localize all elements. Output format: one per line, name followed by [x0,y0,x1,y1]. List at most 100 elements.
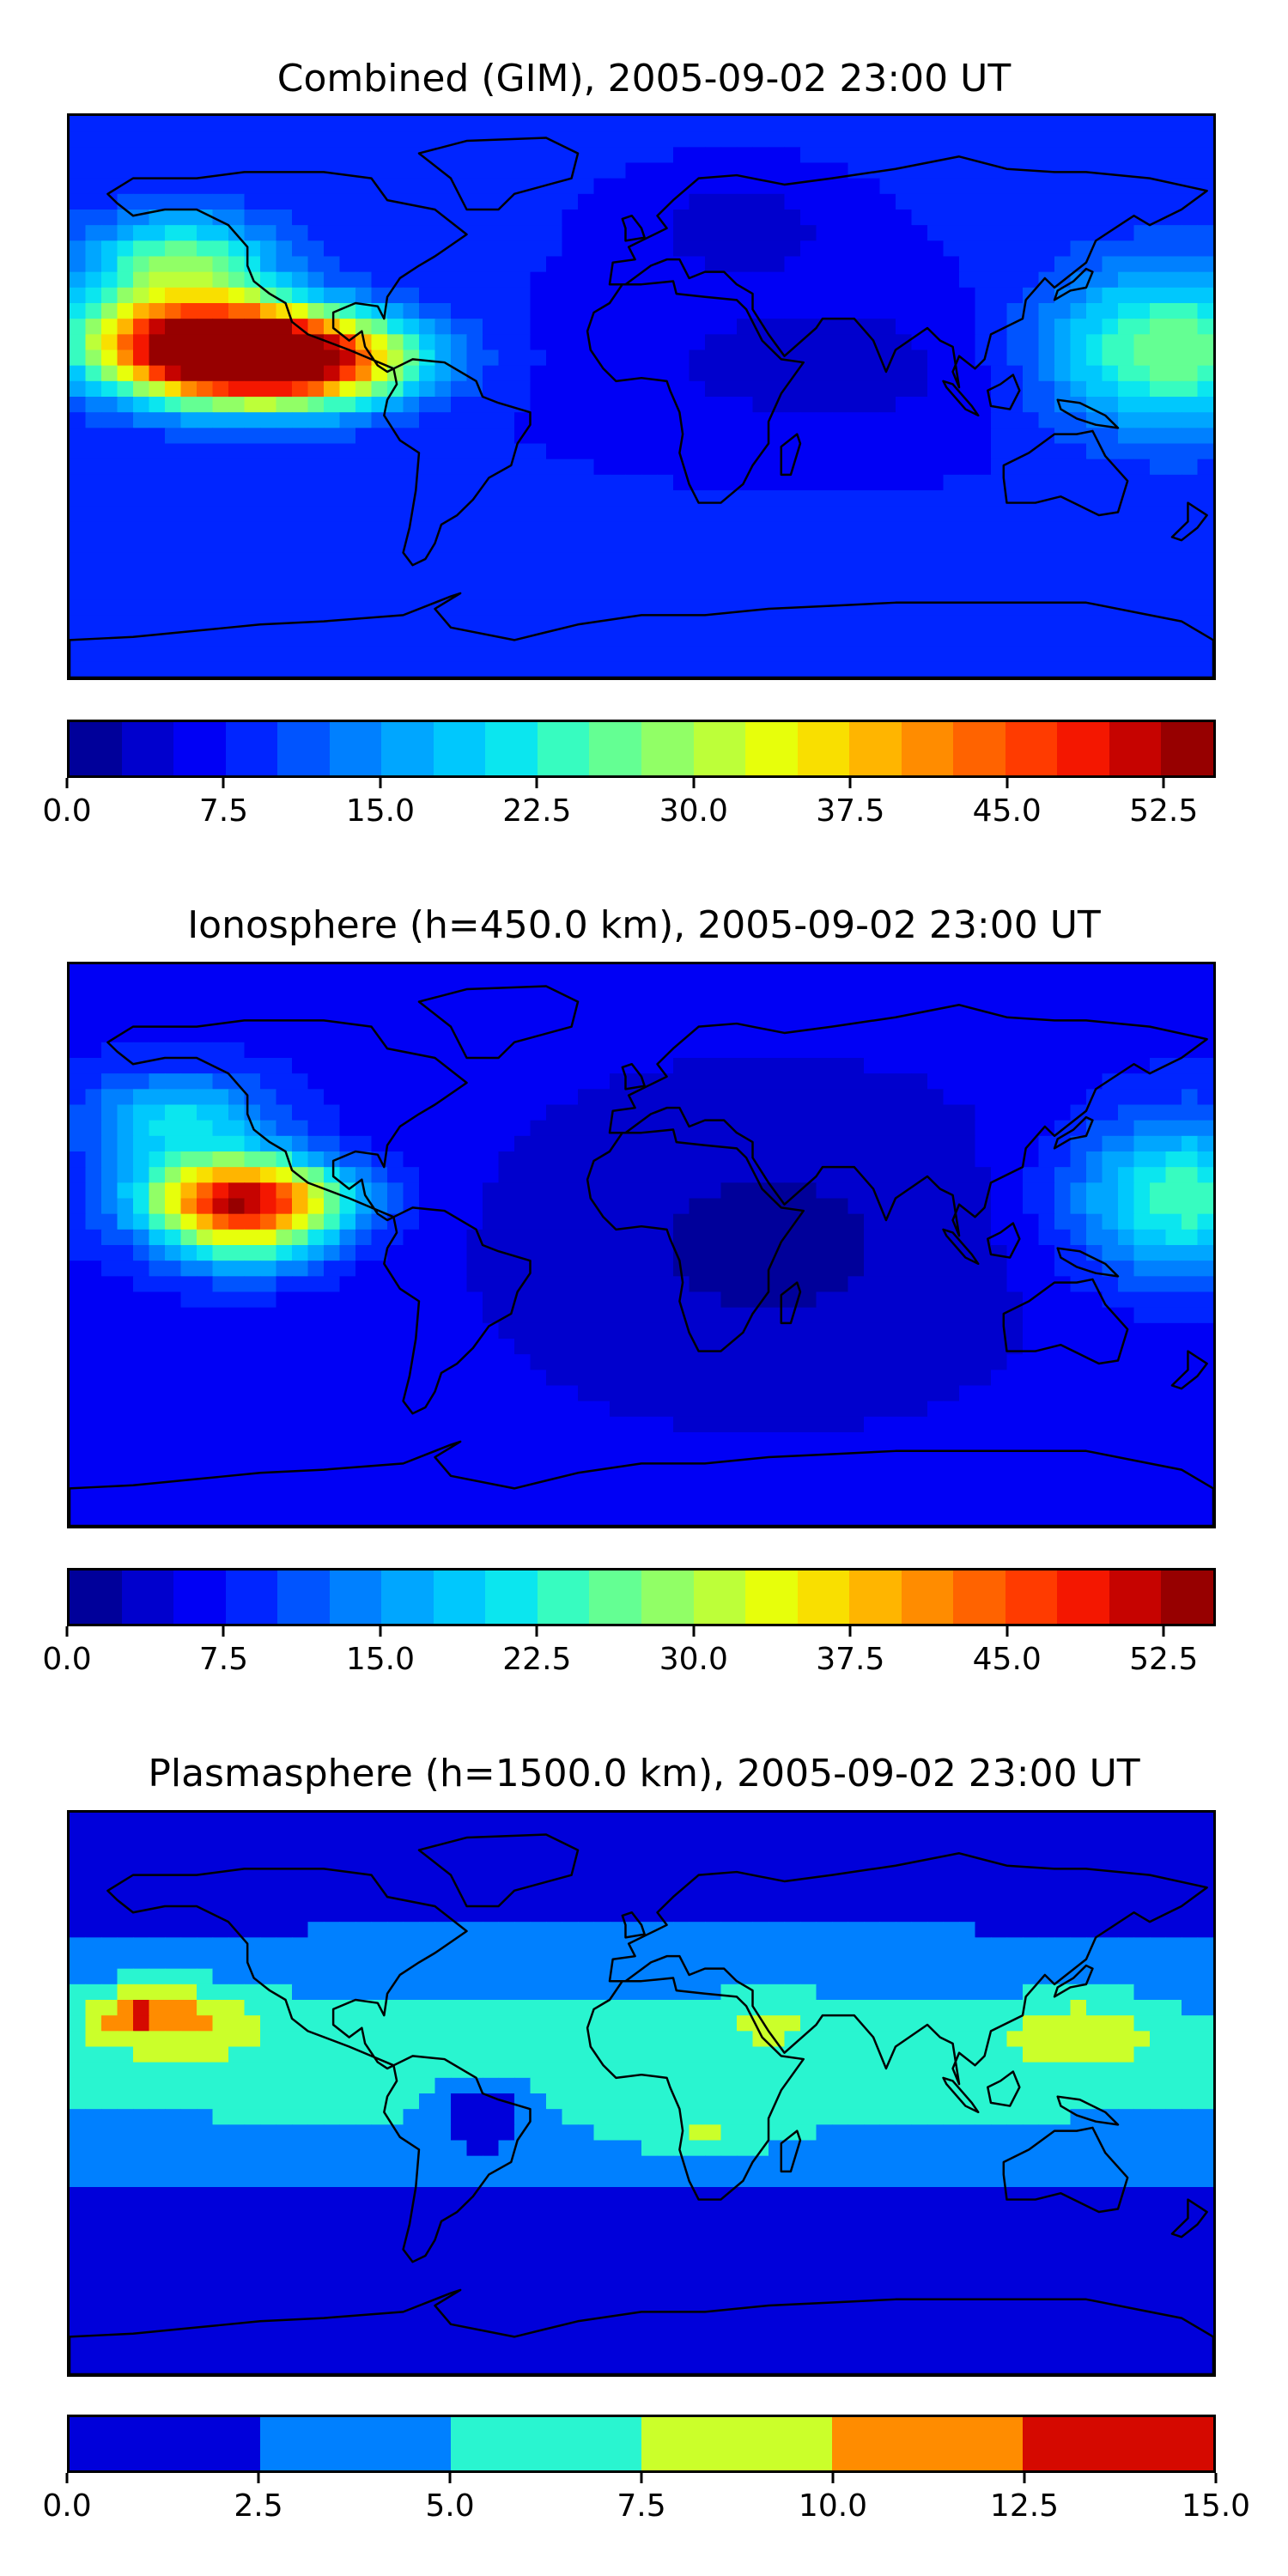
heatmap-cell [593,1261,611,1277]
heatmap-cell [403,1120,420,1137]
heatmap-cell [896,193,913,210]
heatmap-cell [307,162,325,179]
heatmap-cell [117,397,134,413]
heatmap-cell [451,193,468,210]
heatmap-cell [307,1198,325,1215]
heatmap-cell [737,1120,754,1137]
heatmap-cell [70,1416,87,1433]
heatmap-cell [324,490,341,507]
heatmap-cell [1006,240,1024,258]
heatmap-cell [292,1151,309,1168]
heatmap-cell [133,1042,150,1059]
heatmap-cell [1150,506,1167,522]
heatmap-cell [1023,506,1040,522]
heatmap-cell [292,349,309,367]
heatmap-cell [1070,1276,1087,1293]
heatmap-cell [657,1385,674,1402]
heatmap-cell [371,256,388,273]
heatmap-cell [165,615,182,632]
heatmap-cell [864,1354,881,1370]
heatmap-cell [70,1291,87,1309]
heatmap-cell [324,1104,341,1121]
heatmap-cell [1182,1073,1199,1090]
heatmap-cell [212,1151,229,1168]
heatmap-cell [165,1370,182,1387]
heatmap-cell [991,1291,1008,1309]
heatmap-cell [943,1167,960,1183]
heatmap-cell [307,271,325,289]
heatmap-cell [578,210,595,226]
heatmap-cell [1023,490,1040,507]
heatmap-cell [244,964,261,981]
heatmap-cell [657,599,674,616]
heatmap-cell [1182,1135,1199,1152]
heatmap-cell [879,964,896,981]
heatmap-cell [816,210,833,226]
heatmap-cell [419,1151,436,1168]
heatmap-cell [324,1058,341,1074]
heatmap-cell [292,147,309,164]
heatmap-cell [546,1058,563,1074]
heatmap-cell [1182,1245,1199,1261]
heatmap-cell [1054,412,1072,428]
heatmap-cell [927,349,945,367]
heatmap-cell [1133,1182,1151,1200]
heatmap-cell [228,521,246,538]
heatmap-cell [434,412,452,428]
heatmap-cell [657,240,674,258]
heatmap-cell [578,1432,595,1449]
heatmap-cell [991,225,1008,241]
heatmap-cell [769,584,786,600]
heatmap-cell [562,1416,579,1433]
heatmap-cell [720,428,738,445]
heatmap-cell [1054,661,1072,677]
heatmap-cell [117,365,134,382]
heatmap-cell [546,584,563,600]
heatmap-cell [896,661,913,677]
heatmap-cell [260,646,277,663]
heatmap-cell [657,178,674,195]
heatmap-cell [737,147,754,164]
heatmap-cell [70,380,87,398]
heatmap-cell [879,1135,896,1152]
heatmap-cell [593,661,611,677]
heatmap-cell [943,1120,960,1137]
heatmap-cell [943,1151,960,1168]
heatmap-cell [1165,319,1182,335]
heatmap-cell [864,303,881,319]
heatmap-cell [355,303,373,319]
heatmap-cell [1086,380,1103,398]
heatmap-cell [546,537,563,554]
heatmap-cell [1038,568,1055,585]
heatmap-cell [228,1135,246,1152]
heatmap-cell [85,980,102,996]
heatmap-cell [896,474,913,491]
heatmap-cell [292,365,309,382]
heatmap-cell [991,1261,1008,1277]
heatmap-cell [879,1104,896,1121]
heatmap-cell [419,615,436,632]
heatmap-cell [720,1400,738,1418]
colorbar-segment [745,722,798,775]
heatmap-cell [1023,1322,1040,1340]
heatmap-cell [610,1432,627,1449]
heatmap-cell [673,225,690,241]
heatmap-cell [324,1213,341,1230]
heatmap-cell [483,630,500,647]
heatmap-cell [657,380,674,398]
heatmap-cell [832,1385,849,1402]
heatmap-cell [133,1167,150,1183]
heatmap-cell [228,1182,246,1200]
heatmap-cell [419,210,436,226]
heatmap-cell [1102,1042,1119,1059]
heatmap-cell [864,428,881,445]
heatmap-cell [260,1385,277,1402]
heatmap-cell [1150,412,1167,428]
heatmap-cell [530,1135,547,1152]
heatmap-cell [657,1198,674,1215]
heatmap-cell [434,319,452,335]
heatmap-cell [562,661,579,677]
heatmap-cell [466,1120,483,1137]
heatmap-cell [911,537,928,554]
heatmap-cell [387,980,404,996]
